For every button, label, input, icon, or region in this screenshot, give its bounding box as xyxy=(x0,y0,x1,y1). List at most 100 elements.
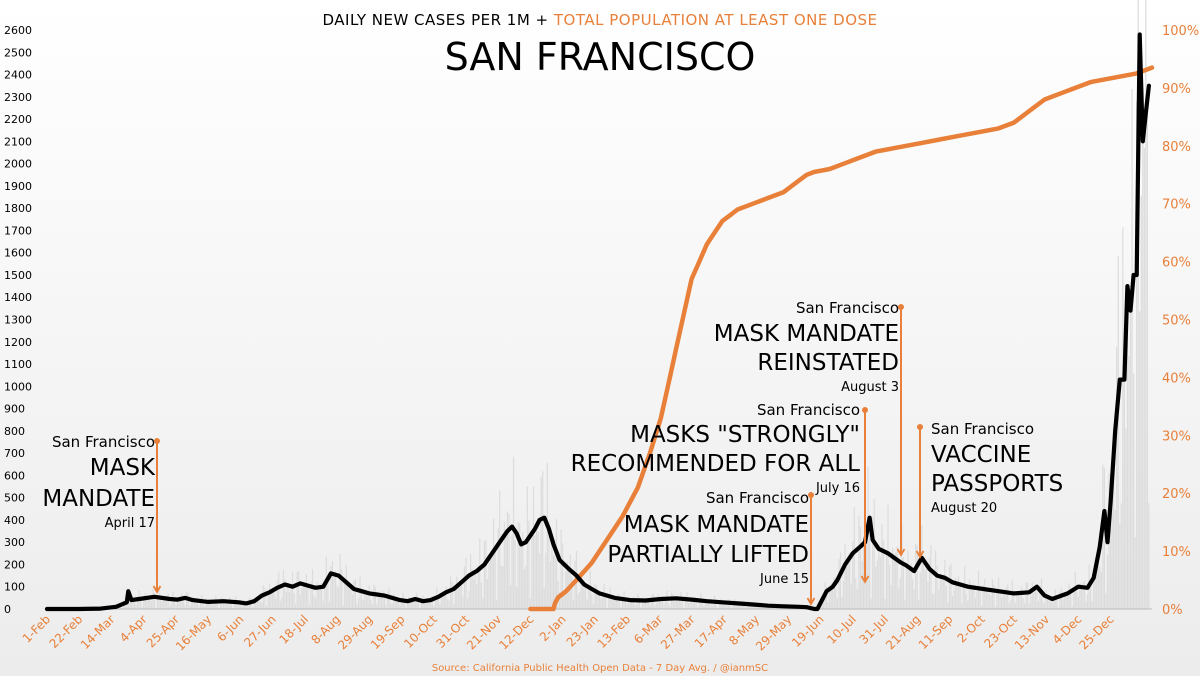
daily-bar xyxy=(822,602,825,609)
y-tick-left: 800 xyxy=(4,425,25,438)
daily-bar xyxy=(241,603,243,609)
daily-bar xyxy=(258,594,260,609)
daily-bar xyxy=(624,599,627,609)
daily-bar xyxy=(497,527,499,609)
daily-bar xyxy=(1103,467,1106,609)
daily-bar xyxy=(554,539,556,609)
daily-bar xyxy=(965,594,967,609)
daily-bar xyxy=(238,605,240,609)
daily-bar xyxy=(433,606,435,609)
daily-bar xyxy=(437,596,439,609)
daily-bar xyxy=(1059,591,1061,609)
daily-bar xyxy=(893,554,895,609)
daily-bar xyxy=(520,545,522,609)
annotation-headline: PARTIALLY LIFTED xyxy=(607,542,809,568)
daily-bar xyxy=(1139,311,1141,609)
daily-bar xyxy=(1128,356,1130,609)
y-tick-left: 1800 xyxy=(4,202,32,215)
daily-bar xyxy=(563,589,565,609)
daily-bar xyxy=(849,558,851,609)
daily-bar xyxy=(939,577,941,609)
daily-bar xyxy=(414,600,416,609)
daily-bar xyxy=(387,592,389,609)
daily-bar xyxy=(715,600,717,609)
daily-bar xyxy=(224,602,226,609)
daily-bar xyxy=(970,583,972,609)
daily-bar xyxy=(236,603,238,609)
daily-bar xyxy=(1007,584,1009,609)
daily-bar xyxy=(385,605,387,609)
daily-bar xyxy=(865,538,868,609)
daily-bar xyxy=(588,586,590,609)
daily-bar xyxy=(948,566,951,609)
y-tick-left: 300 xyxy=(4,536,25,549)
vaccination-line xyxy=(528,65,1155,612)
daily-bar xyxy=(356,603,358,609)
y-tick-left: 1300 xyxy=(4,314,32,327)
daily-bar xyxy=(339,553,341,609)
daily-bar xyxy=(764,607,766,609)
daily-bar xyxy=(423,602,426,609)
daily-bar xyxy=(984,579,986,609)
daily-bar xyxy=(405,607,407,609)
daily-bar xyxy=(681,599,683,609)
daily-bar xyxy=(571,576,573,609)
daily-bar xyxy=(1039,585,1041,609)
daily-bar xyxy=(227,602,229,609)
daily-bar xyxy=(755,604,757,609)
daily-bar xyxy=(439,603,441,609)
daily-bar xyxy=(657,594,659,609)
daily-bar xyxy=(669,606,671,609)
daily-bar xyxy=(632,596,634,609)
daily-bar xyxy=(615,600,617,609)
daily-bar xyxy=(245,607,248,609)
daily-bar xyxy=(919,572,921,609)
daily-bar xyxy=(434,600,436,609)
daily-bar xyxy=(842,581,845,609)
annotation-prefix: San Francisco xyxy=(52,433,155,451)
daily-bar xyxy=(687,602,690,609)
daily-bar xyxy=(473,579,475,609)
daily-bar xyxy=(858,515,860,609)
daily-bar xyxy=(252,606,254,609)
daily-bar xyxy=(512,456,515,609)
daily-bar xyxy=(850,584,852,609)
daily-bar xyxy=(859,526,862,609)
daily-bar xyxy=(336,585,338,609)
daily-bar xyxy=(354,579,357,609)
daily-bar xyxy=(209,602,211,609)
daily-bar xyxy=(735,603,737,609)
daily-bar xyxy=(549,561,551,609)
daily-bar xyxy=(821,605,823,609)
y-tick-right: 90% xyxy=(1162,82,1191,97)
daily-bar xyxy=(337,587,340,609)
daily-bar xyxy=(991,578,993,609)
daily-bar xyxy=(307,585,309,609)
daily-bar xyxy=(1045,589,1047,609)
daily-bar xyxy=(833,576,835,609)
daily-bar xyxy=(196,600,199,609)
daily-bar xyxy=(411,600,413,609)
daily-bar xyxy=(212,604,214,609)
daily-bar xyxy=(1000,597,1003,609)
daily-bar xyxy=(971,587,974,609)
daily-bar xyxy=(1096,562,1098,609)
daily-bar xyxy=(959,583,961,609)
daily-bar xyxy=(379,591,381,609)
daily-bar xyxy=(509,585,512,609)
daily-bar xyxy=(1122,227,1124,609)
daily-bar xyxy=(532,486,535,609)
daily-bar xyxy=(476,584,478,609)
daily-bar xyxy=(284,579,286,609)
daily-bar xyxy=(1020,586,1023,609)
daily-bar xyxy=(717,607,719,609)
daily-bar xyxy=(887,504,889,609)
y-tick-left: 1500 xyxy=(4,269,32,282)
daily-bar xyxy=(459,580,461,609)
daily-bar xyxy=(219,598,222,609)
daily-bar xyxy=(545,552,547,609)
daily-bar xyxy=(365,593,367,609)
daily-bar xyxy=(1090,580,1092,609)
daily-bar xyxy=(173,597,175,609)
daily-bar xyxy=(345,564,347,609)
